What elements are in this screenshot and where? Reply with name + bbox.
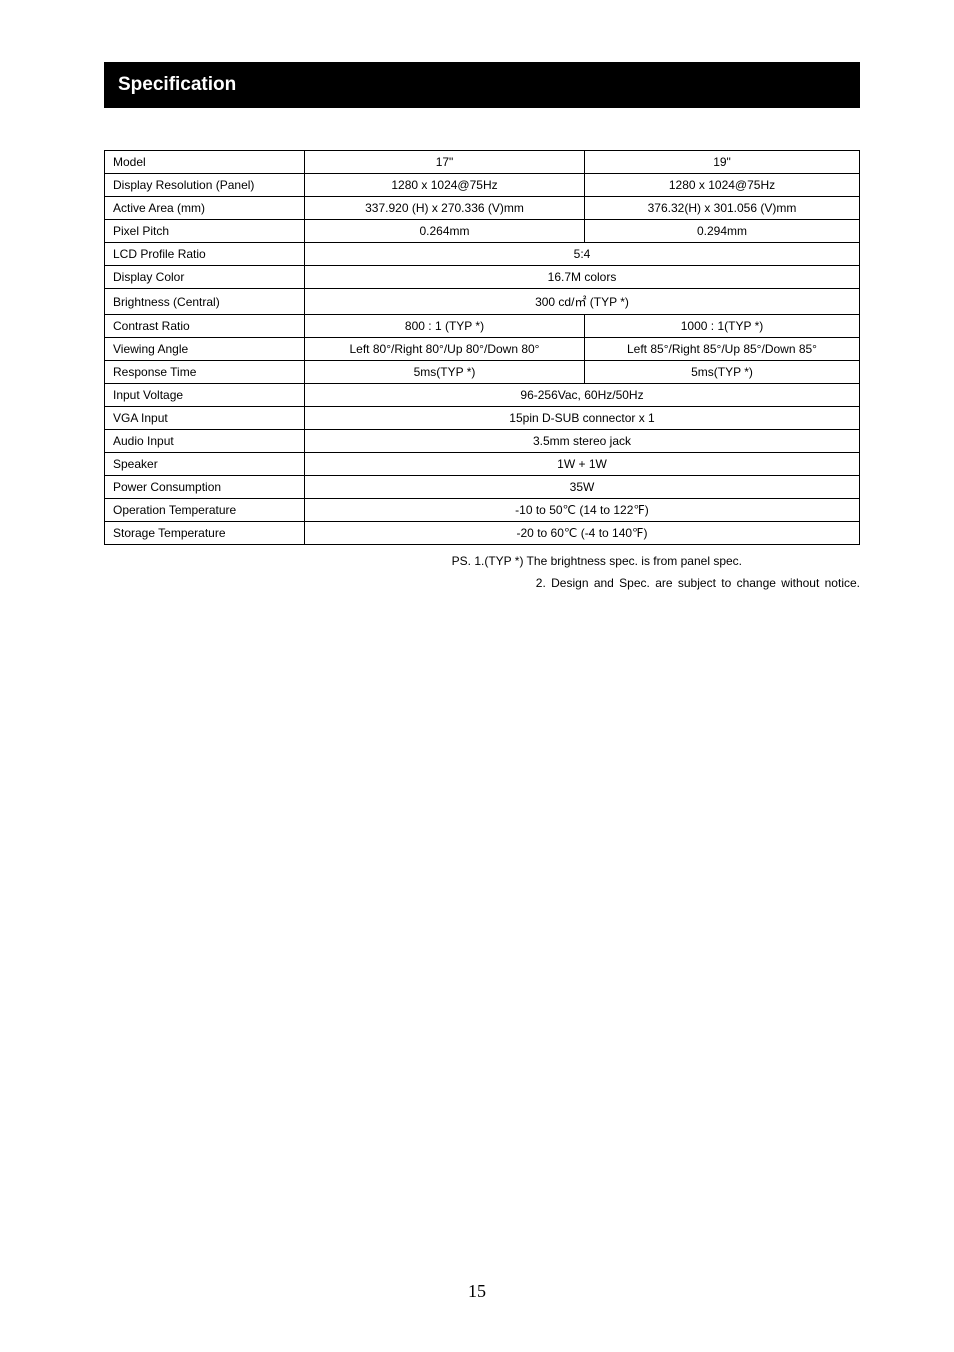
spec-value-19: 376.32(H) x 301.056 (V)mm xyxy=(585,197,860,220)
table-row: Contrast Ratio800 : 1 (TYP *)1000 : 1(TY… xyxy=(105,315,860,338)
table-row: Model17"19" xyxy=(105,151,860,174)
table-row: Input Voltage96-256Vac, 60Hz/50Hz xyxy=(105,384,860,407)
spec-value-19: Left 85°/Right 85°/Up 85°/Down 85° xyxy=(585,338,860,361)
spec-value-17: 800 : 1 (TYP *) xyxy=(305,315,585,338)
spec-value-17: 5ms(TYP *) xyxy=(305,361,585,384)
spec-label: VGA Input xyxy=(105,407,305,430)
spec-value-19: 0.294mm xyxy=(585,220,860,243)
table-row: Operation Temperature-10 to 50℃ (14 to 1… xyxy=(105,499,860,522)
spec-value-merged: 96-256Vac, 60Hz/50Hz xyxy=(305,384,860,407)
section-title: Specification xyxy=(118,74,236,95)
spec-label: Contrast Ratio xyxy=(105,315,305,338)
table-row: Pixel Pitch0.264mm0.294mm xyxy=(105,220,860,243)
spec-label: Speaker xyxy=(105,453,305,476)
spec-value-19: 1000 : 1(TYP *) xyxy=(585,315,860,338)
table-row: Display Color16.7M colors xyxy=(105,266,860,289)
spec-value-merged: 300 cd/㎡ (TYP *) xyxy=(305,289,860,315)
table-row: VGA Input15pin D-SUB connector x 1 xyxy=(105,407,860,430)
spec-value-17: Left 80°/Right 80°/Up 80°/Down 80° xyxy=(305,338,585,361)
spec-label: Response Time xyxy=(105,361,305,384)
spec-value-merged: 1W + 1W xyxy=(305,453,860,476)
spec-label: Storage Temperature xyxy=(105,522,305,545)
spec-value-17: 1280 x 1024@75Hz xyxy=(305,174,585,197)
spec-label: Input Voltage xyxy=(105,384,305,407)
spec-label: Pixel Pitch xyxy=(105,220,305,243)
table-row: Brightness (Central)300 cd/㎡ (TYP *) xyxy=(105,289,860,315)
spec-value-merged: 16.7M colors xyxy=(305,266,860,289)
spec-value-17: 17" xyxy=(305,151,585,174)
table-row: Speaker1W + 1W xyxy=(105,453,860,476)
spec-value-merged: -10 to 50℃ (14 to 122℉) xyxy=(305,499,860,522)
footnotes: PS. 1.(TYP *) The brightness spec. is fr… xyxy=(104,551,860,594)
table-row: Response Time5ms(TYP *)5ms(TYP *) xyxy=(105,361,860,384)
spec-value-19: 1280 x 1024@75Hz xyxy=(585,174,860,197)
spec-value-merged: 5:4 xyxy=(305,243,860,266)
table-row: LCD Profile Ratio5:4 xyxy=(105,243,860,266)
table-row: Display Resolution (Panel)1280 x 1024@75… xyxy=(105,174,860,197)
specification-table: Model17"19"Display Resolution (Panel)128… xyxy=(104,150,860,545)
table-row: Power Consumption35W xyxy=(105,476,860,499)
spec-label: Viewing Angle xyxy=(105,338,305,361)
spec-value-19: 19" xyxy=(585,151,860,174)
spec-value-merged: -20 to 60℃ (-4 to 140℉) xyxy=(305,522,860,545)
spec-label: Operation Temperature xyxy=(105,499,305,522)
spec-value-merged: 3.5mm stereo jack xyxy=(305,430,860,453)
spec-value-merged: 15pin D-SUB connector x 1 xyxy=(305,407,860,430)
spec-label: LCD Profile Ratio xyxy=(105,243,305,266)
spec-label: Display Color xyxy=(105,266,305,289)
spec-value-17: 337.920 (H) x 270.336 (V)mm xyxy=(305,197,585,220)
footnote-line-2: 2. Design and Spec. are subject to chang… xyxy=(104,573,860,595)
table-row: Viewing AngleLeft 80°/Right 80°/Up 80°/D… xyxy=(105,338,860,361)
spec-label: Audio Input xyxy=(105,430,305,453)
page-number: 15 xyxy=(0,1281,954,1302)
spec-label: Active Area (mm) xyxy=(105,197,305,220)
table-row: Active Area (mm)337.920 (H) x 270.336 (V… xyxy=(105,197,860,220)
table-row: Storage Temperature-20 to 60℃ (-4 to 140… xyxy=(105,522,860,545)
spec-value-17: 0.264mm xyxy=(305,220,585,243)
spec-label: Brightness (Central) xyxy=(105,289,305,315)
spec-value-merged: 35W xyxy=(305,476,860,499)
spec-value-19: 5ms(TYP *) xyxy=(585,361,860,384)
spec-label: Display Resolution (Panel) xyxy=(105,174,305,197)
section-header: Specification xyxy=(104,62,860,108)
table-row: Audio Input3.5mm stereo jack xyxy=(105,430,860,453)
spec-label: Model xyxy=(105,151,305,174)
spec-label: Power Consumption xyxy=(105,476,305,499)
footnote-line-1: PS. 1.(TYP *) The brightness spec. is fr… xyxy=(104,551,860,573)
